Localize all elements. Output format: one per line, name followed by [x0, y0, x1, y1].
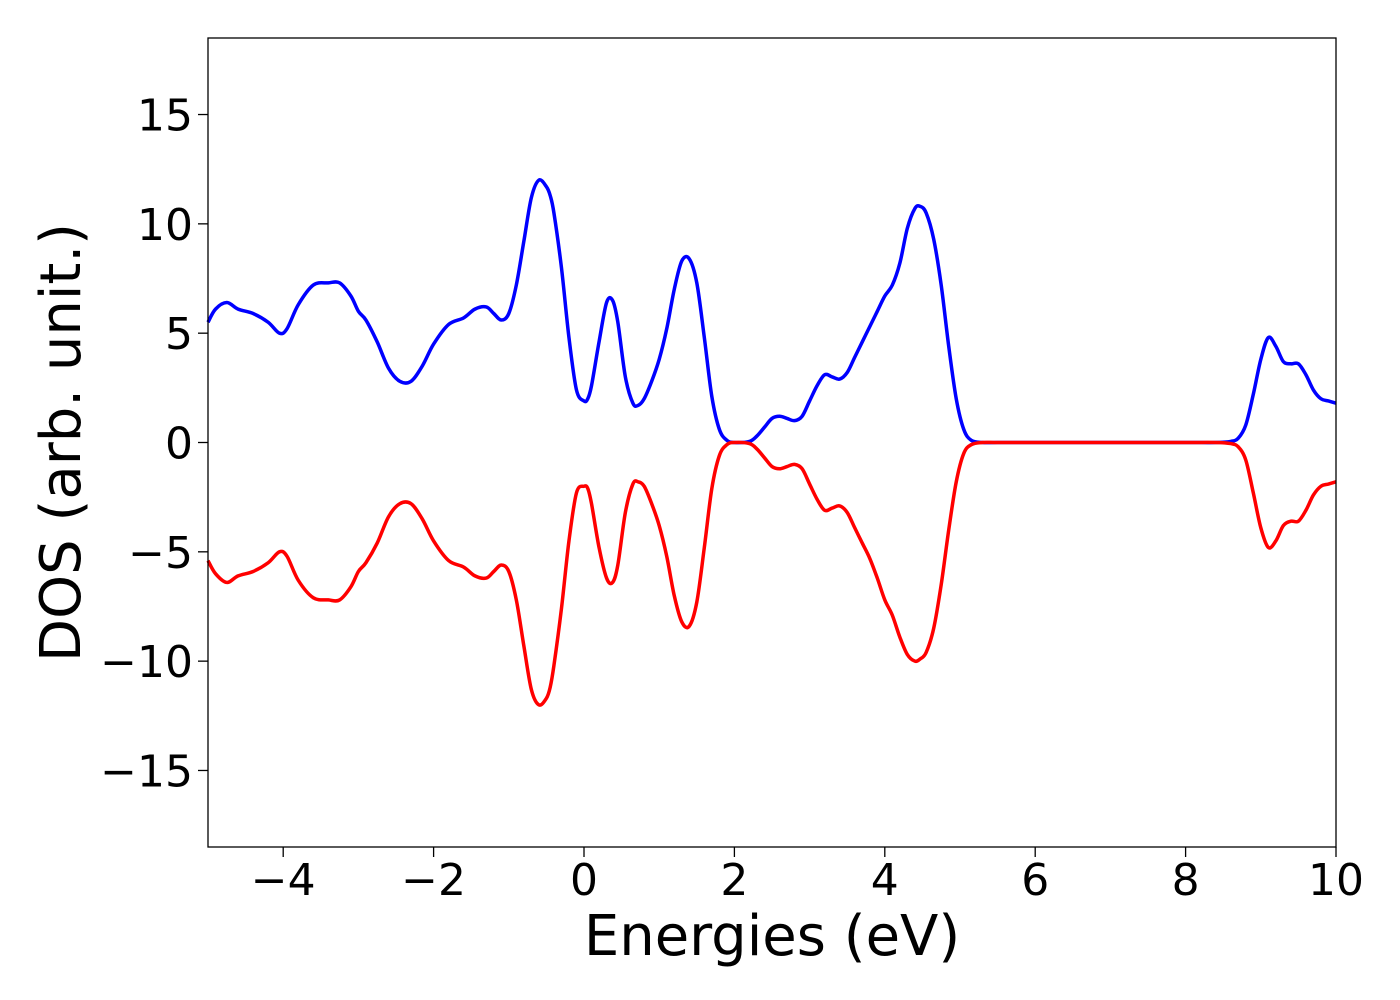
y-axis-label: DOS (arb. unit.) — [29, 223, 94, 662]
x-tick-label: −2 — [401, 855, 466, 906]
x-axis-label: Energies (eV) — [584, 904, 960, 969]
y-tick-label: −10 — [100, 637, 193, 688]
y-tick-label: 5 — [165, 309, 193, 360]
x-tick-label: 8 — [1172, 855, 1200, 906]
x-tick-label: 10 — [1308, 855, 1364, 906]
x-tick-label: 0 — [570, 855, 598, 906]
x-tick-label: −4 — [251, 855, 316, 906]
y-tick-label: 10 — [137, 200, 193, 251]
y-tick-label: 0 — [165, 419, 193, 470]
series-line-1 — [206, 440, 1337, 707]
y-tick-label: 15 — [137, 91, 193, 142]
x-tick-label: 6 — [1021, 855, 1049, 906]
ticks-layer: −4 −2 0 2 4 6 8 10 −15 −10 −5 0 5 10 15 — [100, 91, 1364, 906]
x-tick-label: 2 — [720, 855, 748, 906]
x-tick-label: 4 — [871, 855, 899, 906]
y-tick-label: −5 — [128, 528, 193, 579]
series-line-0 — [206, 178, 1337, 445]
series-layer — [206, 178, 1337, 707]
y-tick-label: −15 — [100, 746, 193, 797]
